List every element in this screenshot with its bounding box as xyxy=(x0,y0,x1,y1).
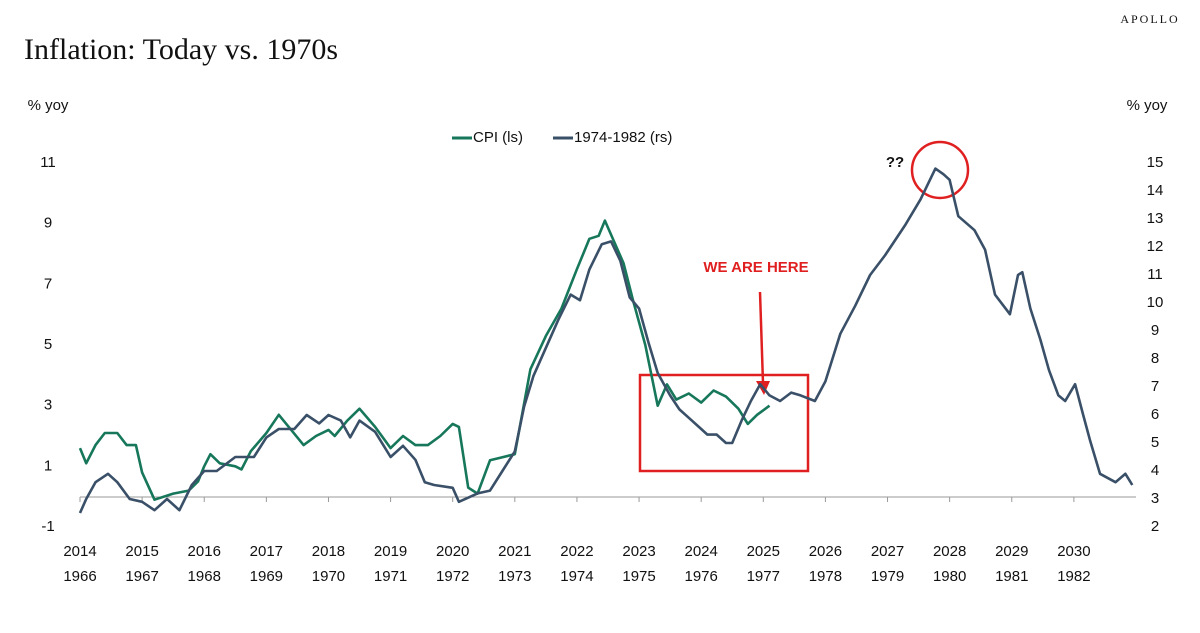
x2-tick-label: 1966 xyxy=(63,568,96,585)
x-tick-label: 2020 xyxy=(436,543,469,560)
y2-tick-label: 8 xyxy=(1151,350,1159,367)
x2-tick-label: 1971 xyxy=(374,568,407,585)
y-tick-label: 11 xyxy=(40,154,56,171)
x2-tick-label: 1968 xyxy=(188,568,221,585)
x-tick-label: 2016 xyxy=(188,543,221,560)
y2-tick-label: 14 xyxy=(1147,182,1164,199)
annotation-arrow xyxy=(758,291,765,384)
annotation: WE ARE HERE xyxy=(703,259,808,276)
y2-tick-label: 15 xyxy=(1147,154,1164,171)
x2-tick-label: 1974 xyxy=(560,568,593,585)
x2-tick-label: 1982 xyxy=(1057,568,1090,585)
x2-tick-label: 1978 xyxy=(809,568,842,585)
y-tick-label: 5 xyxy=(44,336,52,353)
x2-tick-label: 1969 xyxy=(250,568,283,585)
x-tick-label: 2024 xyxy=(684,543,717,560)
y-tick-label: 1 xyxy=(44,457,52,474)
y2-tick-label: 10 xyxy=(1147,294,1164,311)
x2-tick-label: 1975 xyxy=(622,568,655,585)
x-tick-label: 2027 xyxy=(871,543,904,560)
y2-tick-label: 2 xyxy=(1151,518,1159,535)
highlight-box xyxy=(638,373,810,473)
x-tick-label: 2017 xyxy=(250,543,283,560)
x-tick-label: 2025 xyxy=(747,543,780,560)
x2-tick-label: 1976 xyxy=(684,568,717,585)
x2-tick-label: 1973 xyxy=(498,568,531,585)
x-tick-label: 2015 xyxy=(125,543,158,560)
x-tick-label: 2018 xyxy=(312,543,345,560)
x-tick-label: 2026 xyxy=(809,543,842,560)
x-tick-label: 2014 xyxy=(63,543,96,560)
x2-tick-label: 1980 xyxy=(933,568,966,585)
legend-label: CPI (ls) xyxy=(473,129,523,146)
y2-tick-label: 3 xyxy=(1151,490,1159,507)
series-line xyxy=(78,219,771,501)
y-tick-label: 9 xyxy=(44,215,52,232)
y2-tick-label: 12 xyxy=(1147,238,1164,255)
x-tick-label: 2029 xyxy=(995,543,1028,560)
x2-tick-label: 1979 xyxy=(871,568,904,585)
x-tick-label: 2022 xyxy=(560,543,593,560)
y2-tick-label: 4 xyxy=(1151,462,1159,479)
y2-tick-label: 9 xyxy=(1151,322,1159,339)
y2-tick-label: 13 xyxy=(1147,210,1164,227)
highlight-circle xyxy=(910,140,970,200)
x2-tick-label: 1970 xyxy=(312,568,345,585)
x2-tick-label: 1967 xyxy=(125,568,158,585)
x-tick-label: 2021 xyxy=(498,543,531,560)
y-tick-label: 7 xyxy=(44,275,52,292)
chart-title: Inflation: Today vs. 1970s xyxy=(24,33,338,66)
y-tick-label: 3 xyxy=(44,397,52,414)
series-line xyxy=(78,167,1134,514)
y2-tick-label: 7 xyxy=(1151,378,1159,395)
x-tick-label: 2030 xyxy=(1057,543,1090,560)
legend-label: 1974-1982 (rs) xyxy=(574,129,672,146)
x2-tick-label: 1977 xyxy=(747,568,780,585)
x2-tick-label: 1972 xyxy=(436,568,469,585)
x-tick-label: 2023 xyxy=(622,543,655,560)
y-axis-label: % yoy xyxy=(28,97,69,114)
x2-tick-label: 1981 xyxy=(995,568,1028,585)
y2-tick-label: 6 xyxy=(1151,406,1159,423)
x-tick-label: 2019 xyxy=(374,543,407,560)
y2-tick-label: 5 xyxy=(1151,434,1159,451)
annotation: ?? xyxy=(886,154,904,171)
y2-axis-label: % yoy xyxy=(1127,97,1168,114)
y-tick-label: -1 xyxy=(41,518,54,535)
y2-tick-label: 11 xyxy=(1147,266,1163,283)
brand: APOLLO xyxy=(1120,12,1179,26)
x-tick-label: 2028 xyxy=(933,543,966,560)
